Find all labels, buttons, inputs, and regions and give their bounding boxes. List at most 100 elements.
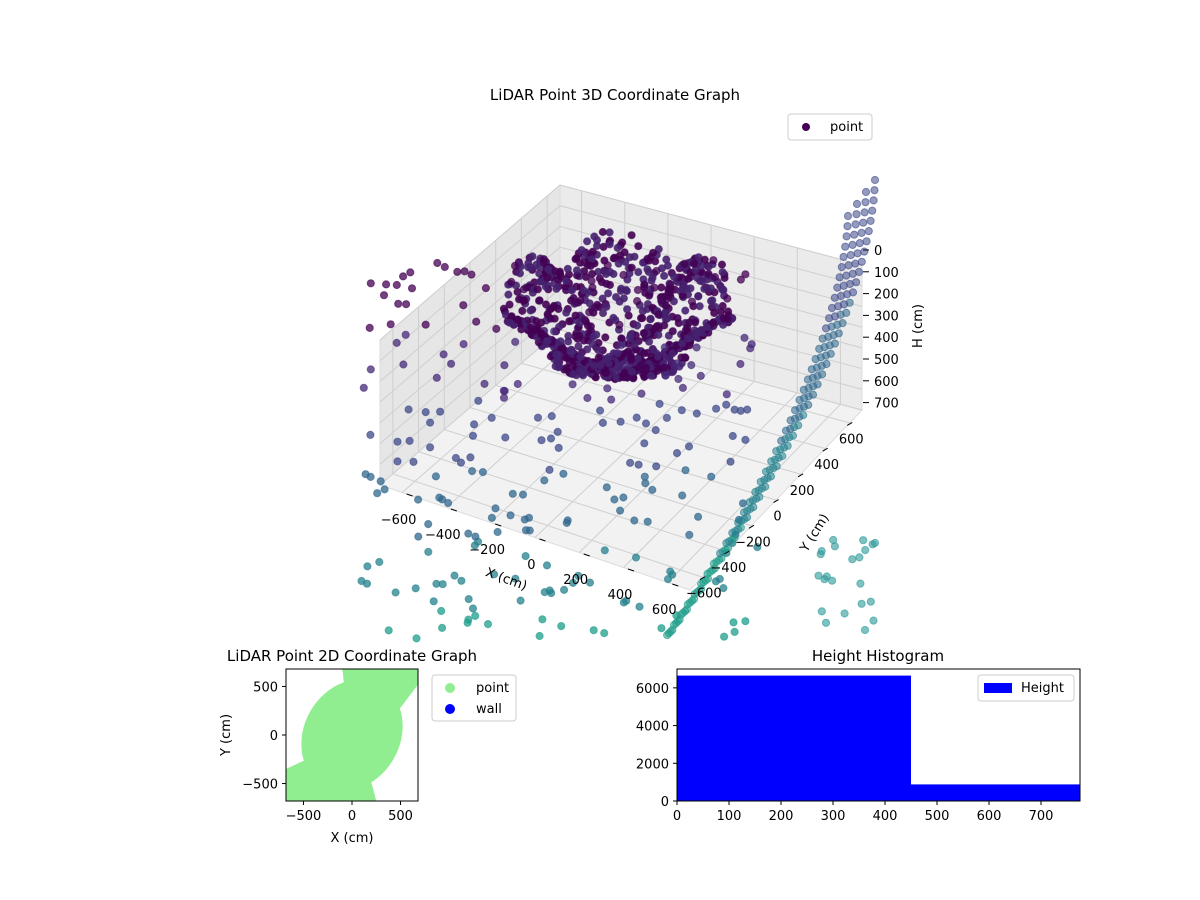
point <box>681 466 690 475</box>
point <box>687 361 696 370</box>
point <box>729 618 738 627</box>
point <box>728 431 737 441</box>
point <box>795 395 804 405</box>
point <box>421 408 430 417</box>
point <box>708 318 718 327</box>
y-tick-label: 6000 <box>636 682 669 697</box>
point <box>507 277 516 286</box>
point <box>860 247 869 256</box>
x-tick <box>627 568 635 572</box>
point <box>659 363 669 372</box>
chart-2d-legend-point: point <box>476 681 509 696</box>
chart-2d: LiDAR Point 2D Coordinate Graph −500 0 500… <box>219 647 517 846</box>
point <box>703 569 712 578</box>
point <box>601 333 610 342</box>
chart-3d-title: LiDAR Point 3D Coordinate Graph <box>490 86 740 104</box>
point <box>637 389 646 398</box>
point <box>662 413 672 422</box>
point <box>740 333 749 342</box>
point <box>437 606 446 616</box>
point <box>618 238 627 247</box>
point <box>545 465 554 474</box>
point <box>456 458 466 467</box>
point <box>491 504 500 513</box>
y-tick-label: 4000 <box>636 720 669 735</box>
point <box>602 483 611 492</box>
point <box>641 419 651 428</box>
point <box>551 267 560 276</box>
point <box>821 324 831 333</box>
x-tick-label: 600 <box>977 809 1002 824</box>
point <box>414 532 423 541</box>
point <box>546 434 556 443</box>
point <box>574 342 583 351</box>
point <box>379 291 389 300</box>
gridline-z <box>379 205 863 362</box>
y-tick-label: −600 <box>686 587 722 602</box>
point <box>611 367 620 376</box>
point <box>654 330 663 339</box>
point <box>640 280 649 289</box>
point <box>853 249 862 258</box>
point <box>870 186 879 195</box>
point <box>634 268 643 277</box>
x-tick-label: −600 <box>381 513 417 528</box>
point <box>513 379 522 389</box>
point <box>588 340 597 349</box>
z-tick-label: 600 <box>874 375 899 390</box>
point <box>468 431 478 440</box>
point <box>825 314 834 323</box>
point <box>471 532 480 541</box>
point <box>535 631 544 641</box>
point <box>626 458 635 467</box>
point <box>820 575 829 584</box>
chart-3d: LiDAR Point 3D Coordinate Graph −600 −400… <box>357 86 926 643</box>
point <box>646 371 656 380</box>
point <box>526 263 535 272</box>
point <box>709 559 719 568</box>
point <box>711 577 721 586</box>
point <box>567 286 577 295</box>
point <box>459 340 468 349</box>
point <box>709 256 718 265</box>
point <box>639 329 648 338</box>
point <box>510 261 520 270</box>
point <box>816 550 825 559</box>
point <box>366 365 375 374</box>
point <box>375 557 384 567</box>
point <box>538 615 547 624</box>
point <box>464 595 473 604</box>
x-tick <box>406 493 413 497</box>
point <box>588 269 597 278</box>
point <box>674 374 683 384</box>
legend-marker-point <box>445 683 455 693</box>
point <box>772 447 781 456</box>
y-tick <box>773 499 779 504</box>
point <box>603 384 612 393</box>
point <box>697 579 706 589</box>
gridline-z <box>379 225 863 382</box>
x-tick <box>583 553 590 557</box>
histogram-legend-label: Height <box>1021 681 1064 696</box>
point <box>736 406 745 415</box>
x-tick-label: −200 <box>469 543 505 558</box>
point <box>545 586 554 595</box>
point <box>860 625 870 635</box>
legend-swatch-height <box>984 683 1012 693</box>
point <box>579 286 589 295</box>
x-tick-label: 200 <box>769 809 794 824</box>
point <box>528 252 537 261</box>
point-cloud <box>342 669 418 721</box>
point <box>487 413 496 422</box>
point <box>720 632 729 641</box>
point <box>837 263 846 272</box>
point <box>791 406 800 415</box>
x-tick-label: 600 <box>652 603 677 618</box>
point <box>594 353 603 362</box>
point <box>602 302 611 311</box>
point <box>506 511 515 520</box>
point <box>615 320 624 329</box>
point <box>632 413 641 422</box>
point <box>552 284 561 293</box>
point <box>694 512 703 521</box>
